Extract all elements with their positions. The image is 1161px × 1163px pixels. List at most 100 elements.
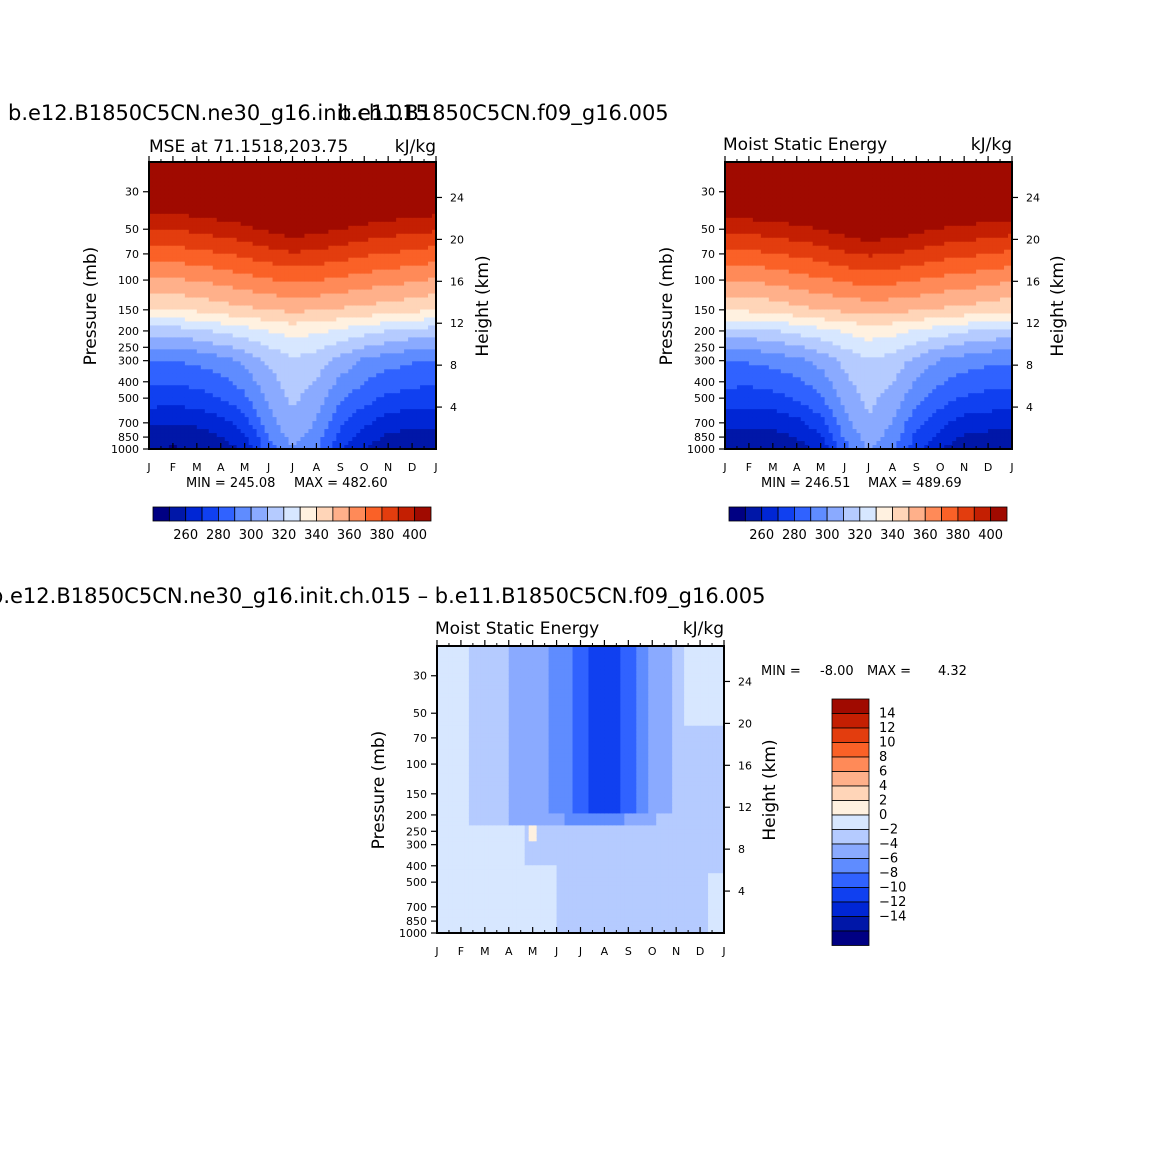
contour-cell bbox=[264, 169, 270, 175]
contour-cell bbox=[184, 365, 190, 370]
contour-cell bbox=[224, 289, 230, 295]
contour-cell bbox=[216, 365, 222, 370]
contour-cell bbox=[208, 329, 214, 335]
contour-cell bbox=[304, 201, 310, 207]
contour-cell bbox=[372, 445, 377, 449]
contour-cell bbox=[196, 389, 202, 394]
contour-cell bbox=[416, 325, 421, 331]
contour-cell bbox=[204, 165, 210, 171]
contour-cell bbox=[196, 441, 202, 446]
contour-cell bbox=[280, 189, 286, 195]
contour-cell bbox=[156, 281, 162, 287]
contour-cell bbox=[316, 413, 322, 418]
contour-cell bbox=[404, 245, 409, 251]
contour-cell bbox=[188, 185, 194, 191]
contour-cell bbox=[364, 309, 369, 315]
contour-cell bbox=[324, 369, 329, 374]
contour-cell bbox=[288, 325, 294, 331]
contour-cell bbox=[236, 397, 242, 402]
contour-cell bbox=[304, 369, 310, 374]
contour-cell bbox=[184, 381, 190, 386]
contour-cell bbox=[304, 357, 310, 362]
contour-cell bbox=[204, 313, 210, 319]
contour-cell bbox=[300, 405, 306, 410]
contour-cell bbox=[248, 305, 254, 311]
contour-cell bbox=[176, 413, 182, 418]
contour-cell bbox=[149, 413, 154, 418]
contour-cell bbox=[168, 413, 174, 418]
contour-cell bbox=[224, 329, 230, 335]
contour-cell bbox=[376, 405, 381, 410]
contour-cell bbox=[252, 273, 258, 279]
contour-cell bbox=[260, 209, 266, 215]
contour-cell bbox=[396, 257, 401, 263]
contour-cell bbox=[168, 165, 174, 171]
contour-cell bbox=[328, 417, 333, 422]
contour-cell bbox=[280, 337, 286, 342]
contour-cell bbox=[268, 433, 274, 438]
contour-cell bbox=[220, 209, 226, 215]
contour-cell bbox=[352, 269, 357, 275]
contour-cell bbox=[308, 221, 314, 227]
contour-cell bbox=[340, 341, 345, 346]
contour-cell bbox=[244, 245, 250, 251]
contour-cell bbox=[268, 321, 274, 327]
contour-cell bbox=[244, 377, 250, 382]
contour-cell bbox=[420, 297, 425, 303]
contour-cell bbox=[236, 409, 242, 414]
contour-cell bbox=[408, 353, 413, 358]
contour-cell bbox=[320, 321, 325, 327]
contour-cell bbox=[204, 233, 210, 239]
contour-cell bbox=[352, 169, 357, 175]
contour-cell bbox=[392, 361, 397, 366]
contour-cell bbox=[304, 197, 310, 203]
contour-cell bbox=[152, 281, 158, 287]
contour-cell bbox=[356, 441, 361, 446]
contour-cell bbox=[176, 241, 182, 247]
contour-cell bbox=[296, 389, 302, 394]
contour-cell bbox=[300, 341, 306, 346]
contour-cell bbox=[304, 437, 310, 442]
contour-cell bbox=[192, 225, 198, 231]
contour-cell bbox=[272, 381, 278, 386]
contour-cell bbox=[196, 429, 202, 434]
contour-cell bbox=[364, 429, 369, 434]
contour-cell bbox=[392, 333, 397, 338]
contour-cell bbox=[184, 309, 190, 315]
contour-cell bbox=[272, 257, 278, 263]
contour-cell bbox=[368, 253, 373, 259]
contour-cell bbox=[236, 377, 242, 382]
contour-cell bbox=[352, 261, 357, 267]
contour-cell bbox=[264, 297, 270, 303]
contour-cell bbox=[400, 397, 405, 402]
contour-cell bbox=[344, 277, 349, 283]
contour-cell bbox=[208, 273, 214, 279]
contour-cell bbox=[392, 417, 397, 422]
contour-cell bbox=[276, 409, 282, 414]
contour-cell bbox=[184, 353, 190, 358]
contour-cell bbox=[312, 385, 318, 390]
contour-cell bbox=[380, 397, 385, 402]
contour-cell bbox=[244, 349, 250, 354]
contour-cell bbox=[248, 193, 254, 199]
contour-cell bbox=[412, 337, 417, 342]
contour-cell bbox=[316, 209, 322, 215]
contour-cell bbox=[300, 233, 306, 239]
contour-cell bbox=[180, 397, 186, 402]
contour-cell bbox=[248, 333, 254, 338]
contour-cell bbox=[336, 433, 341, 438]
contour-cell bbox=[232, 165, 238, 171]
contour-cell bbox=[288, 381, 294, 386]
contour-cell bbox=[388, 305, 393, 311]
contour-cell bbox=[224, 201, 230, 207]
contour-cell bbox=[236, 385, 242, 390]
contour-cell bbox=[308, 329, 314, 335]
contour-cell bbox=[312, 353, 318, 358]
contour-cell bbox=[252, 189, 258, 195]
contour-cell bbox=[244, 333, 250, 338]
contour-cell bbox=[304, 181, 310, 187]
contour-cell bbox=[204, 377, 210, 382]
contour-cell bbox=[264, 445, 270, 449]
contour-cell bbox=[152, 393, 158, 398]
contour-cell bbox=[396, 333, 401, 338]
